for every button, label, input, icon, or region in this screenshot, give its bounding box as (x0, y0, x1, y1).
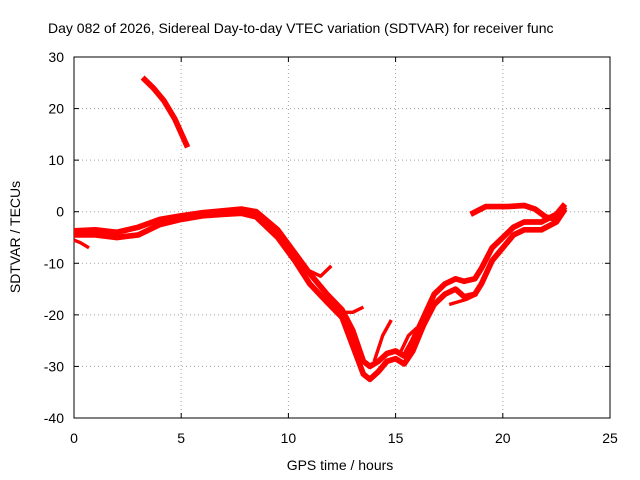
y-tick-label: 30 (48, 49, 64, 65)
grid (74, 57, 610, 418)
series-9-line (448, 292, 478, 307)
series-4-line (73, 238, 90, 250)
series-10-line (469, 202, 568, 223)
x-tick-label: 5 (177, 430, 185, 446)
ticks: 0 5 10 15 20 25 -40 -30 -20 -10 0 10 20 30 (44, 49, 618, 446)
series-1-line (73, 202, 568, 370)
chart-title: Day 082 of 2026, Sidereal Day-to-day VTE… (48, 20, 554, 36)
x-tick-label: 10 (281, 430, 297, 446)
plot-frame (73, 56, 611, 419)
x-tick-label: 15 (388, 430, 404, 446)
x-tick-label: 25 (602, 430, 618, 446)
series-5-line (309, 264, 333, 278)
series-6-line (342, 305, 365, 315)
series-3-line (140, 75, 191, 149)
x-tick-label: 0 (70, 430, 78, 446)
x-axis-label: GPS time / hours (287, 457, 394, 473)
y-tick-label: 10 (48, 152, 64, 168)
y-tick-label: 0 (56, 204, 64, 220)
y-tick-label: -40 (44, 410, 64, 426)
series-7-line (372, 319, 393, 362)
series-8-line (398, 326, 419, 355)
x-tick-label: 20 (495, 430, 511, 446)
series (73, 75, 568, 383)
y-axis-label: SDTVAR / TECUs (7, 181, 23, 293)
series-2-line (74, 207, 568, 383)
y-tick-label: -30 (44, 358, 64, 374)
y-tick-label: -20 (44, 307, 64, 323)
y-tick-label: 20 (48, 101, 64, 117)
y-tick-label: -10 (44, 255, 64, 271)
